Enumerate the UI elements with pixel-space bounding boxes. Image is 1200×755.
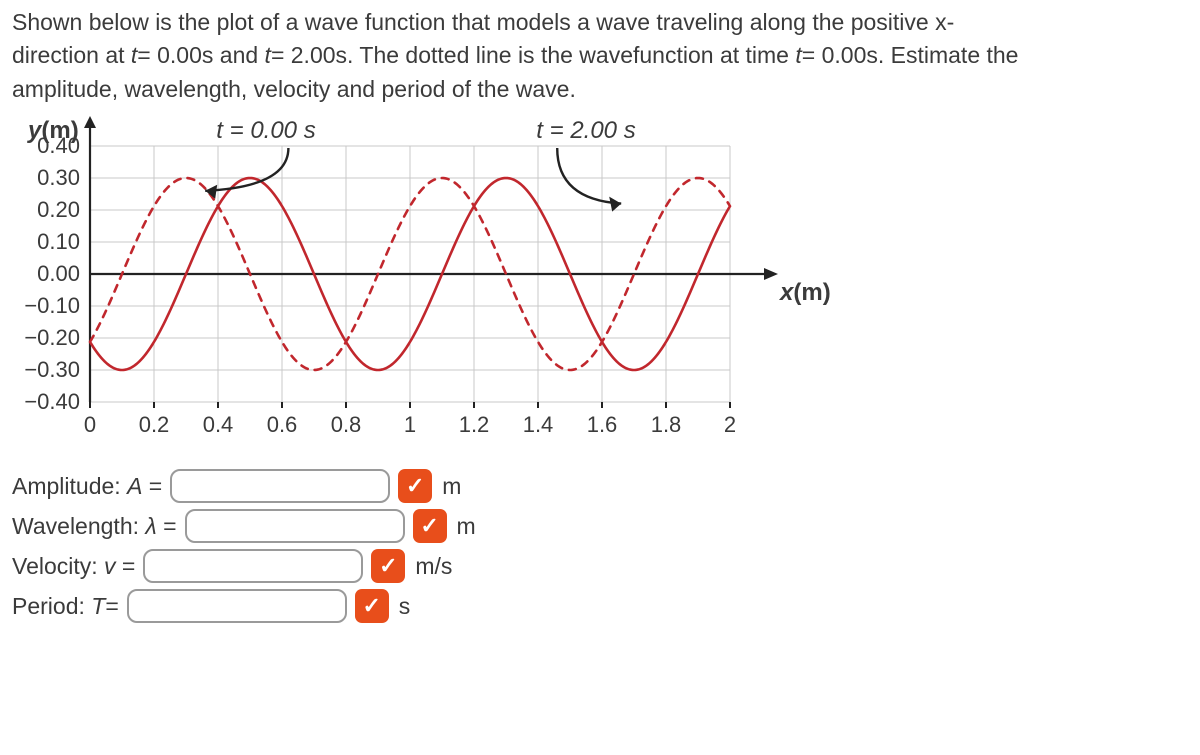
wavelength-label: Wavelength: λ = [12,513,177,540]
amplitude-label-a: Amplitude: [12,473,127,499]
amplitude-sym: A [127,473,142,499]
answers-block: Amplitude: A = ✓ m Wavelength: λ = ✓ m V… [12,469,1188,623]
svg-text:−0.40: −0.40 [24,389,80,414]
svg-text:1.4: 1.4 [523,412,554,437]
svg-text:0.10: 0.10 [37,229,80,254]
wavelength-unit: m [457,513,476,540]
wavelength-row: Wavelength: λ = ✓ m [12,509,1188,543]
period-sym: T [91,593,105,619]
period-label: Period: T= [12,593,119,620]
svg-text:0.4: 0.4 [203,412,234,437]
velocity-unit: m/s [415,553,452,580]
wavelength-sym: λ [145,513,156,539]
svg-text:t = 0.00 s: t = 0.00 s [216,117,315,144]
svg-text:0.2: 0.2 [139,412,170,437]
period-input[interactable] [127,589,347,623]
svg-text:x(m): x(m) [778,279,831,306]
check-icon: ✓ [379,553,397,579]
problem-line2c: . Estimate the [878,42,1019,68]
period-check-button[interactable]: ✓ [355,589,389,623]
eq3: = [802,42,822,68]
t-val-3: 0.00s [822,42,878,68]
check-icon: ✓ [363,593,381,619]
svg-text:1.2: 1.2 [459,412,490,437]
amplitude-row: Amplitude: A = ✓ m [12,469,1188,503]
period-row: Period: T= ✓ s [12,589,1188,623]
wavelength-check-button[interactable]: ✓ [413,509,447,543]
svg-text:2: 2 [724,412,736,437]
wavelength-label-b: = [157,513,177,539]
amplitude-label-b: = [142,473,162,499]
svg-text:1.8: 1.8 [651,412,682,437]
problem-line3: amplitude, wavelength, velocity and peri… [12,76,576,102]
svg-text:0.6: 0.6 [267,412,298,437]
svg-text:0.00: 0.00 [37,261,80,286]
amplitude-unit: m [442,473,461,500]
velocity-label: Velocity: v = [12,553,135,580]
problem-text: Shown below is the plot of a wave functi… [12,6,1188,106]
svg-text:−0.10: −0.10 [24,293,80,318]
problem-line2b: . The dotted line is the wavefunction at… [347,42,795,68]
svg-text:0.30: 0.30 [37,165,80,190]
eq2: = [271,42,291,68]
period-label-b: = [105,593,118,619]
problem-line1: Shown below is the plot of a wave functi… [12,9,954,35]
check-icon: ✓ [420,513,438,539]
period-unit: s [399,593,411,620]
check-icon: ✓ [406,473,424,499]
problem-line2a: direction at [12,42,131,68]
velocity-sym: v [104,553,116,579]
t-val-1: 0.00s [157,42,213,68]
velocity-label-a: Velocity: [12,553,104,579]
velocity-check-button[interactable]: ✓ [371,549,405,583]
svg-text:0.20: 0.20 [37,197,80,222]
svg-text:0.8: 0.8 [331,412,362,437]
amplitude-label: Amplitude: A = [12,473,162,500]
wave-chart: 0.4 0 0.30 0.20 0.10 0.00 −0.10 −0.20 −0.30 −0.40… [12,114,842,459]
amplitude-input[interactable] [170,469,390,503]
svg-text:0: 0 [84,412,96,437]
and: and [213,42,264,68]
svg-text:−0.20: −0.20 [24,325,80,350]
svg-text:y(m): y(m) [27,117,79,144]
t-val-2: 2.00s [291,42,347,68]
wavelength-input[interactable] [185,509,405,543]
svg-text:−0.30: −0.30 [24,357,80,382]
svg-text:1.6: 1.6 [587,412,618,437]
svg-text:t = 2.00 s: t = 2.00 s [536,117,635,144]
eq1: = [137,42,157,68]
period-label-a: Period: [12,593,91,619]
velocity-label-b: = [116,553,136,579]
wavelength-label-a: Wavelength: [12,513,145,539]
velocity-row: Velocity: v = ✓ m/s [12,549,1188,583]
amplitude-check-button[interactable]: ✓ [398,469,432,503]
velocity-input[interactable] [143,549,363,583]
svg-text:1: 1 [404,412,416,437]
